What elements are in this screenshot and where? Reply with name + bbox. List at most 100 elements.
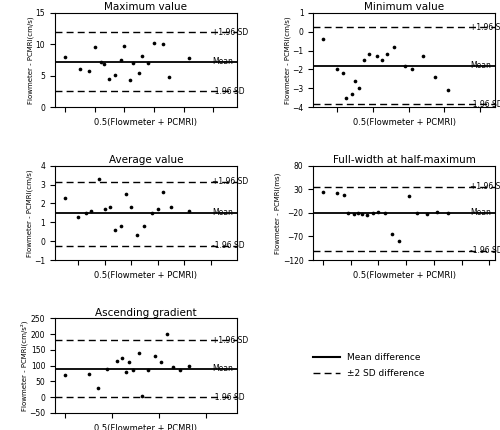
Point — [61, 53, 69, 60]
Point — [150, 40, 158, 46]
Point — [408, 66, 416, 73]
Point — [186, 208, 194, 215]
Point — [120, 42, 128, 49]
Point — [126, 77, 134, 83]
Point — [344, 209, 352, 216]
Point — [122, 190, 130, 197]
Point — [104, 366, 112, 372]
Point — [157, 359, 165, 366]
Point — [167, 204, 175, 211]
Text: -1.96 SD: -1.96 SD — [212, 241, 244, 250]
X-axis label: 0.5(Flowmeter + PCMRI): 0.5(Flowmeter + PCMRI) — [352, 271, 456, 280]
Point — [112, 71, 120, 78]
Point — [106, 204, 114, 211]
Title: Ascending gradient: Ascending gradient — [95, 308, 196, 318]
Point — [84, 370, 92, 377]
Point — [360, 57, 368, 64]
Point — [170, 364, 177, 371]
Point — [159, 189, 167, 196]
Point — [444, 87, 452, 94]
X-axis label: 0.5(Flowmeter + PCMRI): 0.5(Flowmeter + PCMRI) — [94, 118, 198, 127]
Text: +1.96 SD: +1.96 SD — [212, 336, 248, 345]
Point — [364, 212, 372, 218]
Text: Mean: Mean — [470, 209, 491, 217]
Point — [96, 58, 104, 65]
Point — [338, 70, 346, 77]
Point — [354, 85, 362, 92]
Text: -1.96 SD: -1.96 SD — [212, 393, 244, 402]
Y-axis label: Flowmeter - PCMRI(cm/s): Flowmeter - PCMRI(cm/s) — [28, 16, 34, 104]
Text: -1.96 SD: -1.96 SD — [470, 246, 500, 255]
Point — [116, 223, 124, 230]
Point — [100, 61, 108, 68]
Y-axis label: Flowmeter - PCMRI(cm/s): Flowmeter - PCMRI(cm/s) — [26, 169, 33, 257]
Y-axis label: Flowmeter - PCMRI(cm/s): Flowmeter - PCMRI(cm/s) — [284, 16, 291, 104]
Point — [118, 354, 126, 361]
Point — [378, 57, 386, 64]
Point — [413, 209, 421, 216]
Point — [340, 191, 348, 198]
Point — [127, 204, 135, 211]
Y-axis label: Flowmeter - PCMRI(ms): Flowmeter - PCMRI(ms) — [275, 172, 281, 254]
Title: Average value: Average value — [108, 155, 183, 165]
Point — [61, 372, 69, 378]
Point — [144, 367, 152, 374]
Point — [138, 392, 146, 399]
Point — [405, 193, 413, 200]
Point — [419, 53, 427, 60]
Point — [140, 223, 148, 230]
Point — [431, 74, 439, 80]
Text: -1.96 SD: -1.96 SD — [212, 87, 244, 96]
Point — [113, 357, 121, 364]
Point — [176, 367, 184, 374]
Title: Maximum value: Maximum value — [104, 2, 188, 12]
Point — [84, 68, 92, 74]
Point — [319, 36, 327, 43]
Point — [134, 350, 142, 356]
Point — [383, 51, 391, 58]
Point — [354, 209, 362, 216]
Point — [132, 232, 140, 239]
Point — [96, 175, 104, 182]
Point — [163, 331, 171, 338]
Point — [432, 209, 440, 215]
Point — [186, 55, 194, 61]
Text: Mean: Mean — [212, 58, 233, 67]
Point — [76, 66, 84, 73]
Point — [186, 362, 194, 369]
X-axis label: 0.5(Flowmeter + PCMRI): 0.5(Flowmeter + PCMRI) — [94, 271, 198, 280]
Point — [358, 210, 366, 217]
Point — [106, 76, 114, 83]
Point — [150, 353, 158, 359]
Point — [61, 194, 69, 201]
Text: Mean: Mean — [470, 61, 491, 70]
Point — [374, 209, 382, 215]
Text: Mean: Mean — [212, 364, 233, 373]
Point — [90, 44, 98, 51]
Point — [388, 230, 396, 237]
Point — [154, 206, 162, 212]
Point — [100, 206, 108, 212]
Text: +1.96 SD: +1.96 SD — [212, 177, 248, 186]
Point — [372, 53, 380, 60]
Point — [138, 52, 146, 59]
X-axis label: 0.5(Flowmeter + PCMRI): 0.5(Flowmeter + PCMRI) — [94, 424, 198, 430]
Point — [348, 91, 356, 98]
Point — [129, 367, 137, 374]
Text: Mean: Mean — [212, 209, 233, 217]
Point — [118, 57, 126, 64]
Point — [319, 188, 327, 195]
Point — [334, 66, 342, 73]
Point — [401, 62, 409, 69]
Legend: Mean difference, ±2 SD difference: Mean difference, ±2 SD difference — [308, 349, 430, 383]
Point — [148, 209, 156, 216]
Point — [423, 210, 431, 217]
Point — [444, 209, 452, 216]
Point — [333, 190, 341, 197]
Point — [129, 60, 137, 67]
Text: +1.96 SD: +1.96 SD — [470, 182, 500, 191]
Text: +1.96 SD: +1.96 SD — [470, 22, 500, 31]
Text: -1.96 SD: -1.96 SD — [470, 100, 500, 109]
Point — [366, 51, 374, 58]
Point — [351, 77, 359, 84]
